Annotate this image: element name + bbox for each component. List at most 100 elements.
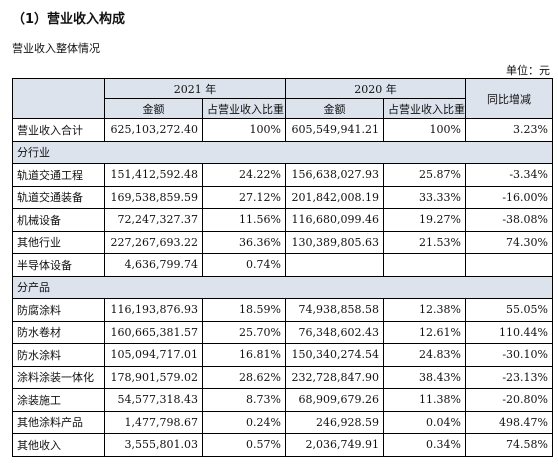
cell-amount-2020: 246,928.59 [285, 410, 384, 434]
table-row: 半导体设备 4,636,799.74 0.74% [12, 253, 553, 277]
cell-share-2021: 16.81% [202, 343, 286, 367]
table-row: 防腐涂料 116,193,876.93 18.59% 74,938,858.58 12.… [12, 298, 553, 322]
cell-share-2020: 24.83% [383, 343, 466, 367]
cell-share-2021: 28.62% [202, 365, 286, 389]
unit-label: 单位：元 [506, 64, 550, 77]
header-yoy: 同比增减 [465, 78, 553, 119]
table-row: 机械设备 72,247,327.37 11.56% 116,680,099.46 19.… [12, 208, 553, 232]
cell-share-2020: 25.87% [383, 163, 466, 187]
table-row: 防水卷材 160,665,381.57 25.70% 76,348,602.43 12.… [12, 320, 553, 344]
cell-amount-2021: 178,901,579.02 [104, 365, 203, 389]
row-label: 防水卷材 [12, 320, 105, 344]
table-row: 其他收入 3,555,801.03 0.57% 2,036,749.91 0.34% 74… [12, 433, 553, 457]
cell-amount-2021: 3,555,801.03 [104, 433, 203, 457]
row-label: 防腐涂料 [12, 298, 105, 322]
cell-amount-2021: 54,577,318.43 [104, 388, 203, 412]
section-label-industry: 分行业 [12, 140, 553, 164]
cell-amount-2021: 116,193,876.93 [104, 298, 203, 322]
cell-yoy: 74.58% [465, 433, 553, 457]
header-row-columns: 金额 占营业收入比重 金额 占营业收入比重 [13, 98, 553, 119]
cell-amount-2020 [285, 253, 384, 277]
total-share-2021: 100% [202, 118, 286, 142]
cell-share-2020: 0.04% [383, 410, 466, 434]
cell-yoy: 55.05% [465, 298, 553, 322]
cell-share-2020: 12.61% [383, 320, 466, 344]
cell-amount-2020: 232,728,847.90 [285, 365, 384, 389]
table-row: 轨道交通工程 151,412,592.48 24.22% 156,638,027.93… [12, 163, 553, 187]
total-label: 营业收入合计 [12, 118, 105, 142]
cell-amount-2021: 105,094,717.01 [104, 343, 203, 367]
cell-yoy: 498.47% [465, 410, 553, 434]
total-row: 营业收入合计 625,103,272.40 100% 605,549,941.2… [12, 118, 553, 142]
cell-share-2020: 0.34% [383, 433, 466, 457]
header-share-2021: 占营业收入比重 [202, 98, 286, 119]
header-year-2020: 2020 年 [285, 78, 466, 99]
cell-yoy: -16.00% [465, 185, 553, 209]
cell-yoy: 74.30% [465, 230, 553, 254]
table-row: 轨道交通装备 169,538,859.59 27.12% 201,842,008.19… [12, 185, 553, 209]
cell-yoy: -20.80% [465, 388, 553, 412]
cell-amount-2020: 156,638,027.93 [285, 163, 384, 187]
cell-share-2021: 25.70% [202, 320, 286, 344]
cell-share-2021: 0.24% [202, 410, 286, 434]
table-row: 其他行业 227,267,693.22 36.36% 130,389,805.63 21… [12, 230, 553, 254]
cell-share-2020: 12.38% [383, 298, 466, 322]
header-row-years: 2021 年 2020 年 同比增减 [12, 78, 553, 119]
cell-amount-2021: 1,477,798.67 [104, 410, 203, 434]
row-label: 轨道交通装备 [12, 185, 105, 209]
cell-amount-2020: 68,909,679.26 [285, 388, 384, 412]
row-label: 涂料涂装一体化 [12, 365, 105, 389]
cell-yoy: -38.08% [465, 208, 553, 232]
header-amount-2021: 金额 [104, 98, 203, 119]
cell-amount-2021: 4,636,799.74 [104, 253, 203, 277]
cell-share-2021: 0.74% [202, 253, 286, 277]
total-yoy: 3.23% [465, 118, 553, 142]
section-row-product: 分产品 [12, 275, 553, 299]
cell-yoy [465, 253, 553, 277]
cell-amount-2021: 227,267,693.22 [104, 230, 203, 254]
cell-share-2021: 18.59% [202, 298, 286, 322]
table-subtitle: 营业收入整体情况 [12, 42, 100, 55]
row-label: 防水涂料 [12, 343, 105, 367]
cell-amount-2020: 201,842,008.19 [285, 185, 384, 209]
cell-share-2020: 21.53% [383, 230, 466, 254]
cell-amount-2021: 160,665,381.57 [104, 320, 203, 344]
row-label: 半导体设备 [12, 253, 105, 277]
cell-amount-2021: 72,247,327.37 [104, 208, 203, 232]
table-row: 涂料涂装一体化 178,901,579.02 28.62% 232,728,847.9… [12, 365, 553, 389]
cell-amount-2020: 2,036,749.91 [285, 433, 384, 457]
cell-amount-2020: 130,389,805.63 [285, 230, 384, 254]
table-row: 其他涂料产品 1,477,798.67 0.24% 246,928.59 0.04% 49… [12, 410, 553, 434]
cell-share-2021: 24.22% [202, 163, 286, 187]
row-label: 其他行业 [12, 230, 105, 254]
row-label: 涂装施工 [12, 388, 105, 412]
table-row: 防水涂料 105,094,717.01 16.81% 150,340,274.54 24… [12, 343, 553, 367]
cell-share-2021: 36.36% [202, 230, 286, 254]
cell-share-2021: 11.56% [202, 208, 286, 232]
row-label: 轨道交通工程 [12, 163, 105, 187]
cell-yoy: -30.10% [465, 343, 553, 367]
row-label: 机械设备 [12, 208, 105, 232]
table-row: 涂装施工 54,577,318.43 8.73% 68,909,679.26 11.38… [12, 388, 553, 412]
cell-share-2020: 33.33% [383, 185, 466, 209]
header-blank-cell [12, 78, 105, 119]
cell-share-2020: 19.27% [383, 208, 466, 232]
total-amount-2021: 625,103,272.40 [104, 118, 203, 142]
cell-yoy: -3.34% [465, 163, 553, 187]
cell-yoy: -23.13% [465, 365, 553, 389]
row-label: 其他涂料产品 [12, 410, 105, 434]
cell-amount-2021: 151,412,592.48 [104, 163, 203, 187]
header-share-2020: 占营业收入比重 [383, 98, 466, 119]
section-heading: （1）营业收入构成 [12, 12, 126, 27]
cell-share-2021: 27.12% [202, 185, 286, 209]
header-amount-2020: 金额 [285, 98, 384, 119]
cell-yoy: 110.44% [465, 320, 553, 344]
cell-share-2021: 0.57% [202, 433, 286, 457]
total-amount-2020: 605,549,941.21 [285, 118, 384, 142]
row-label: 其他收入 [12, 433, 105, 457]
section-row-industry: 分行业 [12, 140, 553, 164]
cell-share-2020 [383, 253, 466, 277]
section-label-product: 分产品 [12, 275, 553, 299]
cell-amount-2020: 116,680,099.46 [285, 208, 384, 232]
header-year-2021: 2021 年 [104, 78, 286, 99]
